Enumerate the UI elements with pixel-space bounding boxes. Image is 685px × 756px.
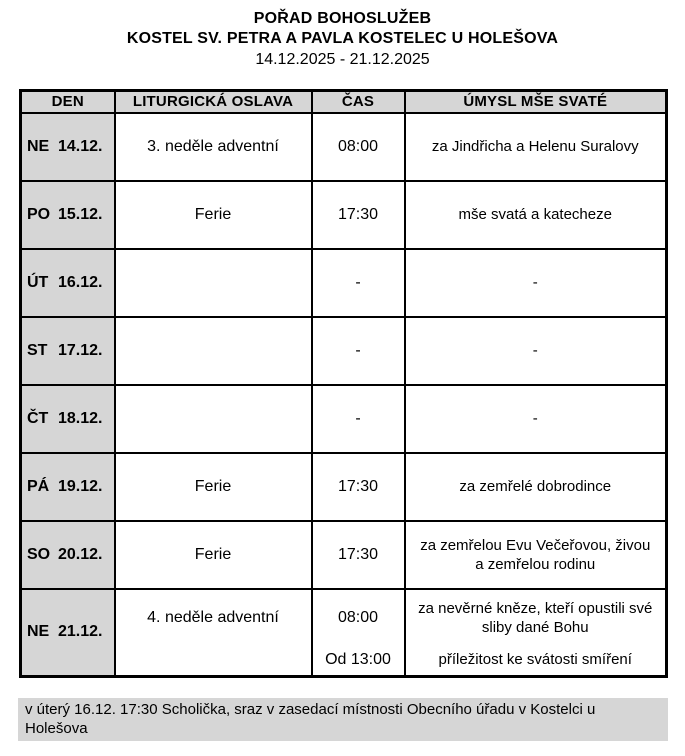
column-header-umysl-mse-svate: ÚMYSL MŠE SVATÉ <box>403 89 668 114</box>
celebration-spacer <box>117 645 310 674</box>
column-header-den: DEN <box>19 89 116 114</box>
cell-day: ČT 18.12. <box>19 383 116 454</box>
cell-time: 17:30 <box>310 519 406 590</box>
intention-first: za nevěrné kněze, kteří opustili své sli… <box>407 591 665 645</box>
title-block: POŘAD BOHOSLUŽEB KOSTEL SV. PETRA A PAVL… <box>0 0 685 70</box>
table-row-st-17-12: ST 17.12. - - <box>19 315 668 386</box>
cell-day: NE 21.12. <box>19 587 116 678</box>
cell-day: PO 15.12. <box>19 179 116 250</box>
day-abbrev: ČT <box>27 409 49 427</box>
cell-celebration: 4. neděle adventní <box>113 587 313 678</box>
cell-time: - <box>310 383 406 454</box>
cell-day: SO 20.12. <box>19 519 116 590</box>
day-abbrev: PÁ <box>27 477 50 495</box>
cell-celebration: 3. neděle adventní <box>113 111 313 182</box>
footer-note: v úterý 16.12. 17:30 Scholička, sraz v z… <box>18 698 668 741</box>
cell-celebration <box>113 247 313 318</box>
celebration-text: 4. neděle adventní <box>147 609 279 626</box>
table-header-row: DEN LITURGICKÁ OSLAVA ČAS ÚMYSL MŠE SVAT… <box>19 89 668 114</box>
day-date: 15.12. <box>58 205 103 223</box>
cell-celebration: Ferie <box>113 451 313 522</box>
cell-time: 17:30 <box>310 179 406 250</box>
day-abbrev: ST <box>27 341 48 359</box>
schedule-table: DEN LITURGICKÁ OSLAVA ČAS ÚMYSL MŠE SVAT… <box>19 89 668 678</box>
day-date: 19.12. <box>58 477 103 495</box>
cell-celebration <box>113 315 313 386</box>
cell-day: ÚT 16.12. <box>19 247 116 318</box>
cell-time: 08:00 Od 13:00 <box>310 587 406 678</box>
day-date: 17.12. <box>58 341 103 359</box>
table-row-ut-16-12: ÚT 16.12. - - <box>19 247 668 318</box>
time-first: 08:00 <box>337 609 379 626</box>
cell-day: PÁ 19.12. <box>19 451 116 522</box>
cell-intention: mše svatá a katecheze <box>403 179 668 250</box>
day-abbrev: ÚT <box>27 273 49 291</box>
table-row-so-20-12: SO 20.12. Ferie 17:30 za zemřelou Evu Več… <box>19 519 668 590</box>
cell-intention: - <box>403 383 668 454</box>
intention-line: sliby dané Bohu <box>481 619 589 636</box>
cell-day: ST 17.12. <box>19 315 116 386</box>
table-row-ct-18-12: ČT 18.12. - - <box>19 383 668 454</box>
cell-intention: za zemřelou Evu Večeřovou, živou a zemře… <box>403 519 668 590</box>
intention-line: za nevěrné kněze, kteří opustili své <box>418 600 653 617</box>
cell-intention: za zemřelé dobrodince <box>403 451 668 522</box>
time-second: Od 13:00 <box>325 650 391 668</box>
page-subtitle: KOSTEL SV. PETRA A PAVLA KOSTELEC U HOLE… <box>126 30 559 47</box>
table-row-ne-21-12: NE 21.12. 4. neděle adventní 08:00 Od 13:… <box>19 587 668 678</box>
cell-intention: - <box>403 247 668 318</box>
cell-celebration: Ferie <box>113 179 313 250</box>
day-date: 16.12. <box>58 273 103 291</box>
cell-time: 08:00 <box>310 111 406 182</box>
day-abbrev: NE <box>27 623 50 641</box>
column-header-liturgicka-oslava: LITURGICKÁ OSLAVA <box>113 89 313 114</box>
cell-time: - <box>310 247 406 318</box>
table-row-pa-19-12: PÁ 19.12. Ferie 17:30 za zemřelé dobrodin… <box>19 451 668 522</box>
intention-second: příležitost ke svátosti smíření <box>438 650 632 668</box>
table-row-ne-14-12: NE 14.12. 3. neděle adventní 08:00 za Jin… <box>19 111 668 182</box>
date-range: 14.12.2025 - 21.12.2025 <box>255 51 430 68</box>
cell-intention: - <box>403 315 668 386</box>
day-date: 21.12. <box>58 623 103 641</box>
cell-celebration: Ferie <box>113 519 313 590</box>
day-date: 14.12. <box>58 137 103 155</box>
day-date: 18.12. <box>58 409 103 427</box>
intention-line: a zemřelou rodinu <box>475 555 596 573</box>
cell-intention: za Jindřicha a Helenu Suralovy <box>403 111 668 182</box>
cell-celebration <box>113 383 313 454</box>
column-header-cas: ČAS <box>310 89 406 114</box>
day-abbrev: PO <box>27 205 51 223</box>
page-title: POŘAD BOHOSLUŽEB <box>253 10 432 27</box>
cell-day: NE 14.12. <box>19 111 116 182</box>
day-abbrev: SO <box>27 545 51 563</box>
cell-time: - <box>310 315 406 386</box>
cell-intention: za nevěrné kněze, kteří opustili své sli… <box>403 587 668 678</box>
table-row-po-15-12: PO 15.12. Ferie 17:30 mše svatá a kateche… <box>19 179 668 250</box>
day-date: 20.12. <box>58 545 103 563</box>
cell-time: 17:30 <box>310 451 406 522</box>
intention-line: za zemřelou Evu Večeřovou, živou <box>420 536 651 554</box>
day-abbrev: NE <box>27 137 50 155</box>
